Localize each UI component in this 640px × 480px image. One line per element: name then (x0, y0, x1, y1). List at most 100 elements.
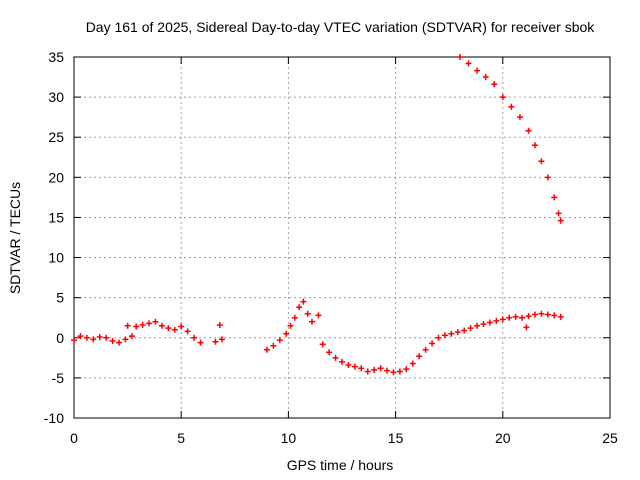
data-point (287, 322, 294, 329)
data-point (109, 337, 116, 344)
data-point (270, 342, 277, 349)
data-point (531, 311, 538, 318)
data-point (364, 368, 371, 375)
y-tick-label: 30 (48, 89, 64, 105)
data-point (482, 74, 489, 81)
data-point (454, 329, 461, 336)
chart-title: Day 161 of 2025, Sidereal Day-to-day VTE… (86, 19, 596, 35)
data-point (506, 314, 513, 321)
data-point (345, 362, 352, 369)
data-point (467, 325, 474, 332)
data-point (319, 341, 326, 348)
data-point (178, 323, 185, 330)
data-point (525, 313, 532, 320)
data-point (152, 318, 159, 325)
data-point (499, 94, 506, 101)
data-point (133, 323, 140, 330)
data-point (480, 321, 487, 328)
grid-lines (74, 57, 610, 418)
data-point (332, 354, 339, 361)
data-point (377, 365, 384, 372)
x-tick-label: 0 (70, 430, 78, 446)
data-point (197, 339, 204, 346)
data-point (103, 334, 110, 341)
data-point (83, 334, 90, 341)
data-point (544, 174, 551, 181)
y-tick-label: 5 (56, 290, 64, 306)
data-point (184, 328, 191, 335)
data-series (71, 298, 564, 376)
data-point (465, 60, 472, 67)
data-point (77, 333, 84, 340)
data-point (315, 312, 322, 319)
data-point (448, 330, 455, 337)
x-tick-label: 20 (495, 430, 511, 446)
data-point (441, 332, 448, 339)
data-point (523, 324, 530, 331)
data-point (283, 330, 290, 337)
data-point (191, 334, 198, 341)
y-tick-label: -5 (52, 370, 65, 386)
data-point (538, 310, 545, 317)
data-point (128, 333, 135, 340)
y-tick-label: -10 (44, 410, 64, 426)
y-axis-label: SDTVAR / TECUs (7, 182, 23, 294)
data-point (146, 320, 153, 327)
y-tick-label: 20 (48, 169, 64, 185)
data-marks (71, 54, 564, 376)
data-point (422, 346, 429, 353)
data-point (516, 114, 523, 121)
data-point (551, 312, 558, 319)
data-point (296, 304, 303, 311)
data-point (171, 326, 178, 333)
data-point (276, 337, 283, 344)
data-point (474, 322, 481, 329)
data-point (358, 365, 365, 372)
data-point (486, 319, 493, 326)
data-point (90, 336, 97, 343)
x-tick-label: 5 (177, 430, 185, 446)
data-point (403, 366, 410, 373)
data-point (474, 67, 481, 74)
data-point (557, 313, 564, 320)
data-point (390, 369, 397, 376)
data-point (124, 322, 131, 329)
data-point (429, 340, 436, 347)
data-point (308, 318, 315, 325)
y-tick-label: 10 (48, 250, 64, 266)
data-point (218, 336, 225, 343)
data-point (544, 311, 551, 318)
y-tick-label: 35 (48, 49, 64, 65)
data-point (499, 316, 506, 323)
x-tick-label: 15 (388, 430, 404, 446)
data-point (538, 158, 545, 165)
data-point (493, 317, 500, 324)
data-point (512, 313, 519, 320)
data-point (396, 368, 403, 375)
data-point (300, 298, 307, 305)
data-point (339, 358, 345, 365)
data-point (139, 321, 146, 328)
data-point (216, 321, 223, 328)
y-tick-label: 15 (48, 209, 64, 225)
data-point (291, 314, 298, 321)
data-point (351, 363, 358, 370)
data-point (409, 360, 416, 367)
data-series (456, 54, 564, 224)
data-point (263, 346, 270, 353)
data-point (519, 314, 526, 321)
data-point (416, 353, 423, 360)
x-tick-label: 10 (281, 430, 297, 446)
data-point (71, 337, 77, 344)
axis-ticks: 0 5 10 15 20 25 -10 -5 0 5 10 15 20 25 30 35 (44, 49, 618, 446)
x-axis-label: GPS time / hours (287, 457, 394, 473)
data-point (531, 142, 538, 149)
data-point (212, 338, 219, 345)
data-point (326, 349, 333, 356)
data-point (96, 333, 103, 340)
data-point (555, 210, 562, 217)
data-point (525, 127, 532, 134)
data-point (491, 81, 498, 88)
data-point (456, 54, 463, 60)
